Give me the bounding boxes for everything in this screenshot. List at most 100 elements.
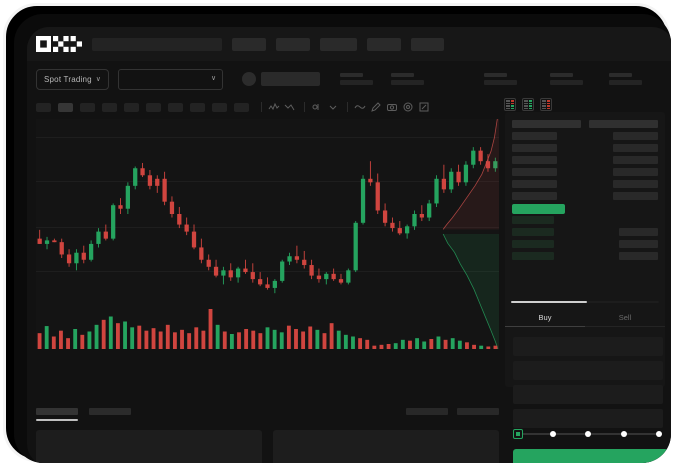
order-side-tabs: Buy Sell <box>505 309 665 327</box>
orderbook-row-header[interactable] <box>512 120 658 128</box>
orderbook-layout-buy-icon[interactable] <box>522 98 534 111</box>
device-body: Spot Trading ∨ ∨ <box>14 14 671 463</box>
buy-button[interactable] <box>513 449 668 463</box>
orderbook-row-ask[interactable] <box>512 156 658 164</box>
orderbook-cell-price <box>512 144 558 152</box>
timeframe-button-8[interactable] <box>190 102 205 112</box>
gridline <box>36 137 499 138</box>
orders-panel-tabs <box>36 408 499 421</box>
orderbook-row-ask[interactable] <box>512 180 658 188</box>
timeframe-button-9[interactable] <box>212 102 227 112</box>
orders-action-2[interactable] <box>457 408 499 415</box>
orderbook-cell-amount <box>612 132 658 140</box>
orderbook-row-bid[interactable] <box>512 240 658 248</box>
stat-block-1 <box>340 73 374 85</box>
order-form-fields <box>513 337 663 428</box>
indicator-icon[interactable] <box>310 101 323 114</box>
nav-item-3[interactable] <box>320 37 357 51</box>
stat-block-4 <box>550 73 584 85</box>
trend-down-icon[interactable] <box>283 101 296 114</box>
global-search-input[interactable] <box>92 37 222 51</box>
active-tab-underline <box>36 419 78 421</box>
orderbook-layout-both-icon[interactable] <box>504 98 516 111</box>
orderbook-layout-sell-icon[interactable] <box>540 98 552 111</box>
percent-slider[interactable] <box>513 429 663 439</box>
timeframe-button-7[interactable] <box>168 102 183 112</box>
okx-logo[interactable] <box>36 36 82 52</box>
screenshot-root: Spot Trading ∨ ∨ <box>3 3 671 463</box>
toolbar-divider <box>347 102 348 112</box>
wave-icon[interactable] <box>353 101 366 114</box>
orderbook-row-ask[interactable] <box>512 192 658 200</box>
stat-block-5 <box>609 73 643 85</box>
orderbook-cell-amount <box>618 228 658 236</box>
order-total-field[interactable] <box>513 385 663 404</box>
trading-mode-label: Spot Trading <box>44 74 92 84</box>
line-chart-icon[interactable] <box>267 101 280 114</box>
gridline <box>36 181 499 182</box>
orderbook-layout-switcher <box>504 98 552 111</box>
tab-buy[interactable]: Buy <box>505 309 585 327</box>
orderbook-cell-price <box>512 240 555 248</box>
stat-label <box>609 73 633 77</box>
orderbook-cell-price <box>512 168 558 176</box>
timeframe-button-5[interactable] <box>124 102 139 112</box>
orders-action-1[interactable] <box>406 408 448 415</box>
stat-block-3 <box>484 73 518 85</box>
open-orders-card[interactable] <box>36 430 262 463</box>
toolbar-divider <box>304 102 305 112</box>
nav-item-1[interactable] <box>232 37 266 51</box>
price-chart-panel[interactable] <box>36 119 499 349</box>
orderbook-row-spread[interactable] <box>512 204 658 214</box>
depth-chart-overlay <box>442 119 499 349</box>
orderbook-row-bid[interactable] <box>512 228 658 236</box>
order-history-card[interactable] <box>273 430 499 463</box>
orderbook-cell-amount <box>612 156 658 164</box>
timeframe-button-3[interactable] <box>80 102 95 112</box>
stat-label <box>340 73 364 77</box>
slider-stop-25[interactable] <box>550 431 556 437</box>
timeframe-button-4[interactable] <box>102 102 117 112</box>
orderbook-row-ask[interactable] <box>512 132 658 140</box>
nav-item-4[interactable] <box>367 37 401 51</box>
stat-value <box>609 80 643 85</box>
tab-open-orders[interactable] <box>36 408 78 421</box>
orderbook-row-bid[interactable] <box>512 252 658 260</box>
orderbook-cell-price <box>512 132 558 140</box>
nav-item-5[interactable] <box>411 37 444 51</box>
current-pair[interactable] <box>242 72 321 86</box>
timeframe-button-1[interactable] <box>36 102 51 112</box>
chevron-down-icon: ∨ <box>210 74 217 82</box>
trading-mode-selector[interactable]: Spot Trading ∨ <box>36 68 110 90</box>
order-amount-field[interactable] <box>513 361 663 380</box>
order-price-field[interactable] <box>513 337 663 356</box>
fullscreen-icon[interactable] <box>417 101 430 114</box>
orderbook-row-bid[interactable] <box>512 216 658 224</box>
slider-stop-100[interactable] <box>656 431 662 437</box>
pencil-icon[interactable] <box>369 101 382 114</box>
slider-stop-50[interactable] <box>585 431 591 437</box>
orderbook-cell-price <box>512 156 558 164</box>
tab-sell[interactable]: Sell <box>585 309 665 327</box>
orderbook-row-ask[interactable] <box>512 144 658 152</box>
stat-value <box>484 80 518 85</box>
slider-handle[interactable] <box>513 429 523 439</box>
timeframe-button-2[interactable] <box>58 102 73 112</box>
settings-icon[interactable] <box>401 101 414 114</box>
order-fee-field[interactable] <box>513 409 663 428</box>
stat-label <box>484 73 508 77</box>
orderbook-cell-price <box>512 204 565 214</box>
stat-value <box>391 80 425 85</box>
pair-selector[interactable]: ∨ <box>118 68 224 90</box>
nav-item-2[interactable] <box>276 37 310 51</box>
timeframe-button-10[interactable] <box>234 102 249 112</box>
chevron-down-icon[interactable] <box>326 101 339 114</box>
orderbook-scrollbar[interactable] <box>511 301 659 303</box>
camera-icon[interactable] <box>385 101 398 114</box>
timeframe-button-6[interactable] <box>146 102 161 112</box>
orderbook-cell-amount <box>612 144 658 152</box>
slider-stop-75[interactable] <box>621 431 627 437</box>
candlestick-series <box>37 147 498 294</box>
orderbook-row-ask[interactable] <box>512 168 658 176</box>
tab-order-history[interactable] <box>89 408 131 415</box>
